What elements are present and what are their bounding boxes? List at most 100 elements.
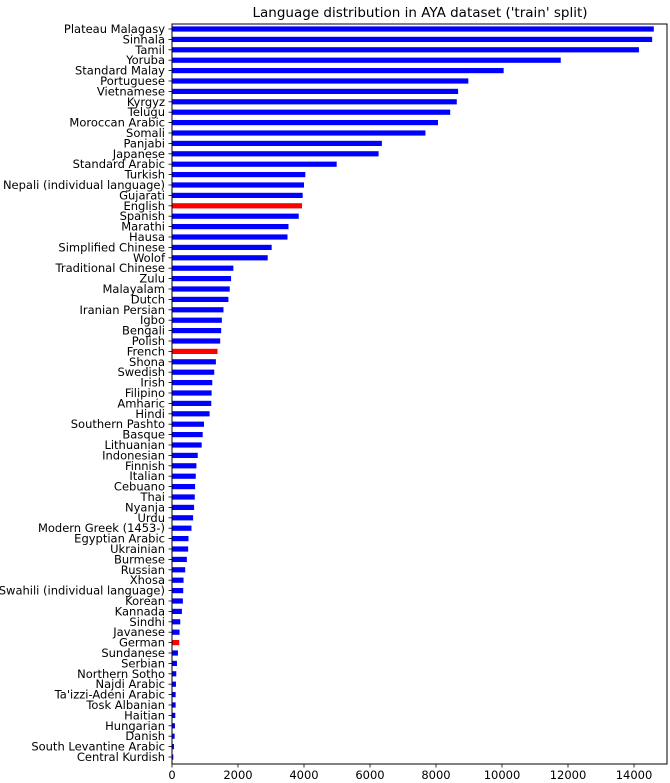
y-tick-label: Yoruba: [125, 53, 165, 67]
y-tick-labels: Plateau MalagasySinhalaTamilYorubaStanda…: [0, 22, 172, 764]
y-tick-label: Northern Sotho: [77, 667, 165, 681]
y-tick-label: Egyptian Arabic: [74, 532, 165, 546]
bar-iranian-persian: [172, 307, 224, 313]
bar-south-levantine-arabic: [172, 744, 174, 750]
bar-lithuanian: [172, 442, 202, 448]
bar-swahili-individual-language: [172, 588, 184, 594]
bar-burmese: [172, 556, 187, 562]
y-tick-label: Nepali (individual language): [3, 178, 165, 192]
y-tick-label: Danish: [125, 729, 165, 743]
y-tick-label: Tosk Albanian: [85, 698, 165, 712]
bar-sundanese: [172, 650, 178, 656]
y-tick-label: Italian: [129, 469, 165, 483]
bar-tamil: [172, 47, 639, 53]
y-tick-label: Dutch: [131, 292, 165, 306]
bar-southern-pashto: [172, 421, 205, 427]
y-tick-label: Igbo: [140, 313, 165, 327]
y-tick-label: Ukrainian: [110, 542, 165, 556]
bar-moroccan-arabic: [172, 120, 438, 126]
bar-portuguese: [172, 78, 469, 84]
y-tick-label: Cebuano: [114, 480, 165, 494]
y-tick-label: Russian: [121, 563, 165, 577]
x-ticks: 0 2000 4000 6000 8000 10000 12000 14000: [168, 764, 652, 782]
y-tick-label: Japanese: [112, 147, 165, 161]
bar-bengali: [172, 328, 222, 334]
bar-igbo: [172, 317, 222, 323]
y-tick-label: Plateau Malagasy: [64, 22, 165, 36]
y-tick-label: Spanish: [120, 209, 165, 223]
bar-kannada: [172, 608, 182, 614]
bar-urdu: [172, 515, 194, 521]
bar-english: [172, 203, 303, 209]
bar-finnish: [172, 463, 197, 469]
bar-korean: [172, 598, 183, 604]
bar-marathi: [172, 224, 289, 230]
y-tick-label: Indonesian: [102, 448, 165, 462]
y-tick-label: Marathi: [121, 220, 165, 234]
bar-tosk-albanian: [172, 702, 176, 708]
y-tick-label: Amharic: [117, 396, 165, 410]
bar-nyanja: [172, 504, 195, 510]
bar-modern-greek-1453: [172, 525, 192, 531]
y-tick-label: Modern Greek (1453-): [38, 521, 165, 535]
y-tick-label: Haitian: [124, 708, 165, 722]
y-tick-label: Lithuanian: [104, 438, 165, 452]
y-tick-label: Telugu: [127, 105, 165, 119]
y-tick-label: Tamil: [134, 43, 165, 57]
bar-spanish: [172, 213, 299, 219]
y-tick-label: Turkish: [124, 168, 165, 182]
y-tick-label: Sinhala: [123, 32, 165, 46]
bar-sindhi: [172, 619, 181, 625]
x-tick-label: 8000: [421, 768, 450, 782]
y-tick-label: Moroccan Arabic: [69, 116, 165, 130]
x-tick-label: 6000: [355, 768, 384, 782]
y-tick-label: Burmese: [114, 552, 165, 566]
y-tick-label: Simplified Chinese: [58, 240, 165, 254]
bar-turkish: [172, 172, 306, 178]
y-tick-label: German: [119, 636, 165, 650]
bar-russian: [172, 567, 186, 573]
y-tick-label: Central Kurdish: [77, 750, 165, 764]
bar-ukrainian: [172, 546, 189, 552]
bar-nepali-individual-language: [172, 182, 304, 188]
y-tick-label: Wolof: [133, 251, 166, 265]
bar-filipino: [172, 390, 212, 396]
x-tick-label: 14000: [616, 768, 653, 782]
bar-swedish: [172, 369, 215, 375]
x-tick-label: 0: [168, 768, 175, 782]
y-tick-label: Shona: [129, 355, 165, 369]
plot-frame: [171, 23, 668, 765]
bar-najdi-arabic: [172, 681, 176, 687]
bar-thai: [172, 494, 195, 500]
y-tick-label: Xhosa: [130, 573, 165, 587]
bar-central-kurdish: [172, 754, 174, 760]
y-tick-label: Kyrgyz: [127, 95, 165, 109]
bar-japanese: [172, 151, 379, 157]
y-tick-label: Hausa: [129, 230, 165, 244]
y-tick-label: Southern Pashto: [71, 417, 165, 431]
bar-egyptian-arabic: [172, 536, 189, 542]
bar-hungarian: [172, 723, 175, 729]
y-tick-label: Standard Malay: [75, 64, 165, 78]
bar-plateau-malagasy: [172, 26, 654, 32]
y-tick-label: Irish: [140, 376, 165, 390]
bar-shona: [172, 359, 216, 365]
y-tick-label: Serbian: [121, 656, 165, 670]
y-tick-label: Filipino: [125, 386, 165, 400]
y-tick-label: Urdu: [137, 511, 165, 525]
bar-haitian: [172, 712, 176, 718]
bar-dutch: [172, 296, 229, 302]
chart-title: Language distribution in AYA dataset ('t…: [252, 5, 587, 21]
bar-vietnamese: [172, 88, 459, 94]
x-tick-label: 12000: [550, 768, 587, 782]
y-tick-label: Ta'izzi-Adeni Arabic: [54, 688, 165, 702]
y-tick-label: Basque: [122, 428, 165, 442]
bar-northern-sotho: [172, 671, 177, 677]
y-tick-label: Sindhi: [129, 615, 165, 629]
bar-standard-arabic: [172, 161, 337, 167]
y-tick-label: Javanese: [112, 625, 165, 639]
y-tick-label: Iranian Persian: [80, 303, 166, 317]
bar-traditional-chinese: [172, 265, 234, 271]
bar-javanese: [172, 629, 180, 635]
bar-amharic: [172, 400, 212, 406]
